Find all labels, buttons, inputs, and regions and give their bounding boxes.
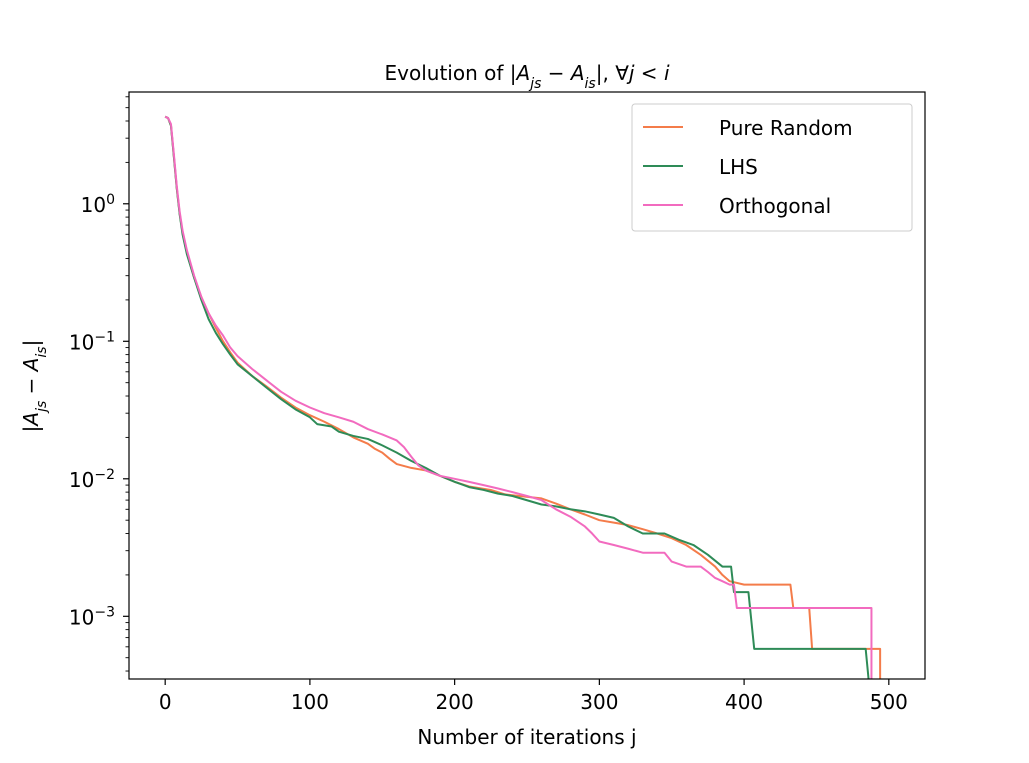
x-tick-label: 100: [291, 690, 329, 714]
x-axis: 0 100 200 300 400 500: [159, 679, 908, 714]
y-axis: 10−3 10−2 10−1 100: [69, 96, 129, 672]
y-axis-label: |Ajs − Ais|: [19, 340, 50, 433]
x-axis-label: Number of iterations j: [417, 725, 636, 749]
plot-area-frame: [128, 91, 926, 680]
series-layer: [164, 115, 882, 679]
y-tick-label: 100: [81, 192, 115, 217]
legend-frame: [631, 103, 913, 232]
x-tick-label: 400: [725, 690, 763, 714]
x-tick-label: 300: [580, 690, 618, 714]
legend-label: Orthogonal: [719, 194, 831, 218]
chart-title: Evolution of |Ajs − Ais|, ∀j < i: [385, 61, 670, 92]
y-tick-label: 10−3: [69, 604, 115, 629]
x-tick-label: 0: [159, 690, 172, 714]
legend-label: LHS: [719, 155, 758, 179]
series-line-orthogonal: [164, 115, 873, 679]
x-tick-label: 200: [436, 690, 474, 714]
legend: Pure Random LHS Orthogonal: [631, 103, 913, 232]
y-tick-label: 10−2: [69, 467, 115, 492]
y-tick-label: 10−1: [69, 329, 115, 354]
legend-label: Pure Random: [719, 116, 853, 140]
x-tick-label: 500: [870, 690, 908, 714]
